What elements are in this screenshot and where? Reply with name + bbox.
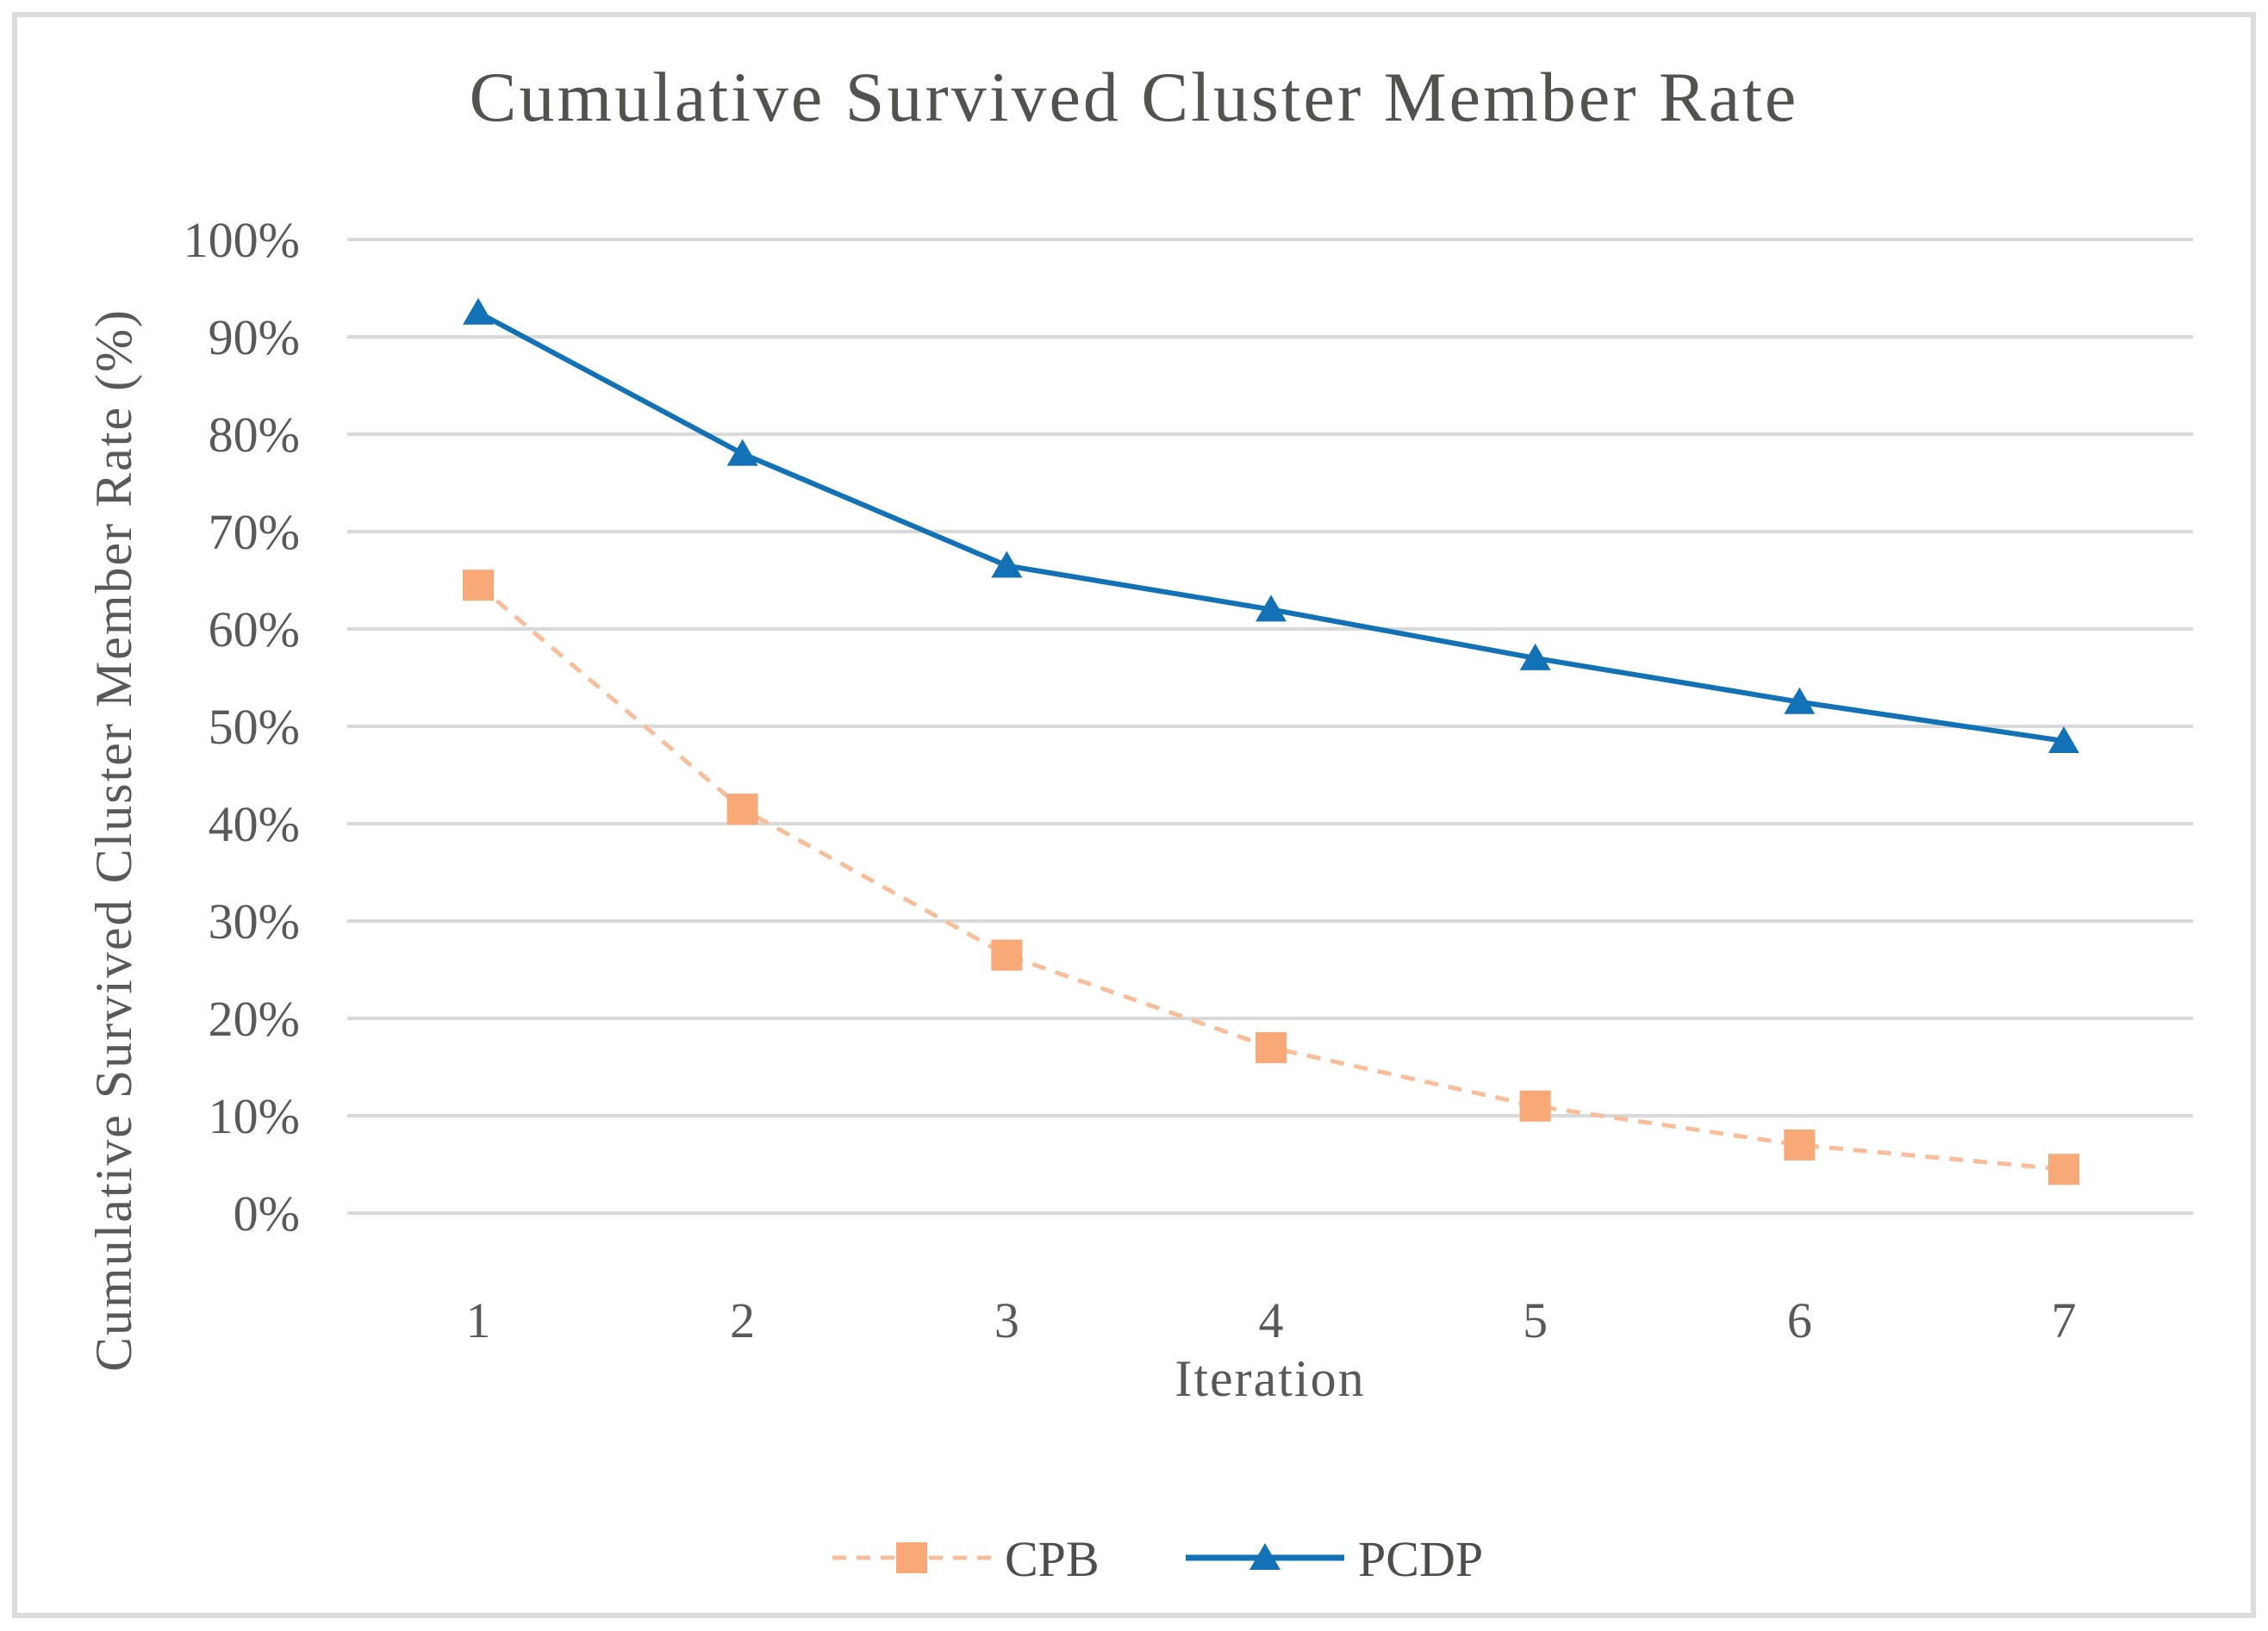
data-point-pcdp-4 xyxy=(1256,595,1287,622)
tick-label-layer: 0% 10% 20% 30% 40% 50% 60% 70% 80% 90% 100% 1 2 3 4 5 6 7 xyxy=(184,212,2077,1348)
y-tick-label: 70% xyxy=(209,504,300,560)
x-axis-title: Iteration xyxy=(1174,1350,1365,1407)
x-tick-label: 5 xyxy=(1523,1292,1548,1348)
y-tick-label: 60% xyxy=(209,601,300,657)
data-point-cpb-7 xyxy=(2048,1154,2079,1186)
legend-label-cpb: CPB xyxy=(1005,1531,1100,1587)
data-point-cpb-4 xyxy=(1256,1031,1287,1063)
data-point-cpb-1 xyxy=(463,570,494,601)
y-tick-label: 0% xyxy=(234,1186,300,1242)
data-point-pcdp-1 xyxy=(463,297,494,325)
legend-label-pcdp: PCDP xyxy=(1358,1531,1483,1587)
x-tick-label: 1 xyxy=(466,1292,491,1348)
legend: CPB PCDP xyxy=(832,1531,1483,1587)
data-point-pcdp-5 xyxy=(1519,643,1551,670)
data-point-pcdp-3 xyxy=(991,551,1023,578)
y-axis-title: Cumulative Survived Cluster Member Rate … xyxy=(85,308,142,1372)
legend-marker-cpb xyxy=(896,1542,927,1573)
y-tick-label: 20% xyxy=(209,991,300,1047)
data-point-cpb-5 xyxy=(1519,1090,1551,1122)
y-tick-label: 80% xyxy=(209,407,300,463)
x-tick-label: 7 xyxy=(2052,1292,2077,1348)
y-tick-label: 40% xyxy=(209,796,300,852)
x-tick-label: 6 xyxy=(1787,1292,1812,1348)
gridline-layer xyxy=(347,238,2193,1215)
series-layer xyxy=(463,297,2079,1186)
data-point-cpb-3 xyxy=(991,939,1023,971)
x-tick-label: 3 xyxy=(994,1292,1019,1348)
y-tick-label: 10% xyxy=(209,1088,300,1144)
legend-marker-pcdp xyxy=(1249,1543,1280,1570)
y-tick-label: 90% xyxy=(209,309,300,365)
series-line-pcdp xyxy=(477,310,2065,744)
y-tick-label: 100% xyxy=(184,212,300,268)
data-point-pcdp-2 xyxy=(726,439,758,466)
data-point-pcdp-6 xyxy=(1784,687,1816,714)
chart-title: Cumulative Survived Cluster Member Rate xyxy=(470,58,1799,136)
x-tick-label: 2 xyxy=(730,1292,755,1348)
data-point-pcdp-7 xyxy=(2048,725,2079,753)
data-point-cpb-2 xyxy=(726,794,758,825)
y-tick-label: 50% xyxy=(209,699,300,755)
data-point-cpb-6 xyxy=(1784,1129,1816,1161)
y-tick-label: 30% xyxy=(209,893,300,949)
series-line-cpb xyxy=(477,583,2065,1172)
chart-border-frame xyxy=(12,12,2256,1618)
x-tick-label: 4 xyxy=(1259,1292,1284,1348)
